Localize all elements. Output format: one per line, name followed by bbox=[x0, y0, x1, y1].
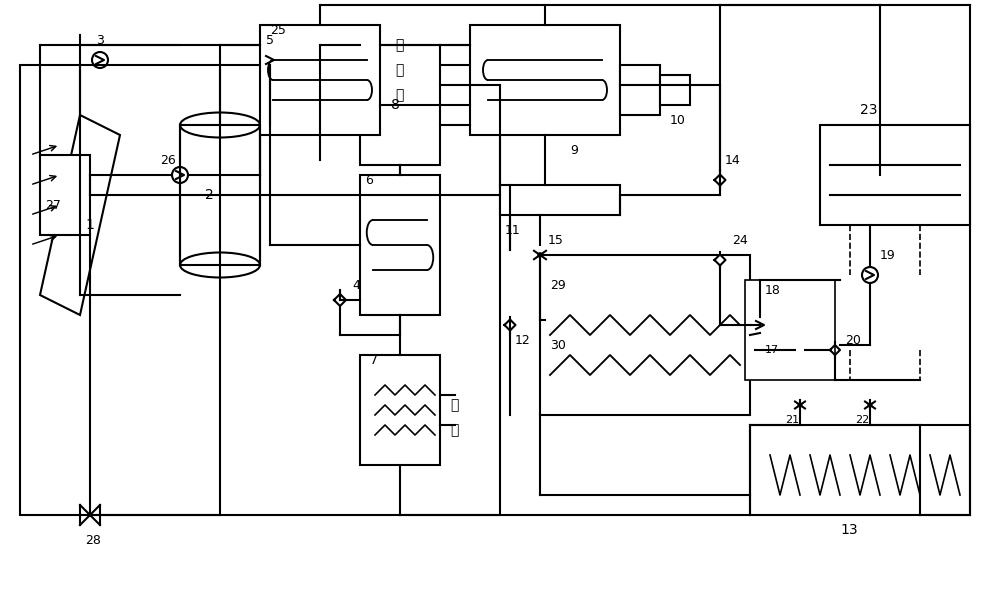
Text: 19: 19 bbox=[880, 249, 896, 261]
Text: 2: 2 bbox=[205, 188, 214, 202]
Text: 气: 气 bbox=[450, 423, 458, 437]
Bar bbox=[500, 185, 620, 215]
Text: 30: 30 bbox=[550, 339, 566, 352]
Text: 却: 却 bbox=[395, 63, 403, 77]
Text: 18: 18 bbox=[765, 283, 781, 296]
Bar bbox=[20, 65, 500, 515]
Text: 29: 29 bbox=[550, 278, 566, 292]
Bar bbox=[540, 255, 750, 415]
Text: 10: 10 bbox=[670, 114, 686, 127]
Text: 28: 28 bbox=[85, 534, 101, 546]
Text: 5: 5 bbox=[266, 33, 274, 46]
Text: 8: 8 bbox=[391, 98, 399, 112]
Bar bbox=[360, 355, 440, 465]
Bar bbox=[180, 125, 260, 265]
Bar bbox=[470, 25, 620, 135]
Text: 燃: 燃 bbox=[450, 398, 458, 412]
Bar bbox=[750, 425, 970, 515]
Bar bbox=[620, 65, 660, 115]
Bar bbox=[40, 155, 90, 235]
Bar bbox=[820, 125, 970, 225]
Text: 9: 9 bbox=[570, 143, 578, 156]
Text: 7: 7 bbox=[370, 353, 378, 367]
Text: 14: 14 bbox=[725, 154, 741, 167]
Bar bbox=[745, 280, 835, 380]
Text: 15: 15 bbox=[548, 233, 564, 246]
Text: 4: 4 bbox=[352, 278, 360, 292]
Text: 21: 21 bbox=[785, 415, 799, 425]
Text: 13: 13 bbox=[840, 523, 858, 537]
Text: 11: 11 bbox=[505, 224, 521, 236]
Text: 17: 17 bbox=[765, 345, 779, 355]
Text: 24: 24 bbox=[732, 233, 748, 246]
Text: 12: 12 bbox=[515, 334, 531, 346]
Text: 水: 水 bbox=[395, 88, 403, 102]
Bar bbox=[660, 75, 690, 105]
Bar bbox=[360, 175, 440, 315]
Text: 27: 27 bbox=[45, 199, 61, 211]
Text: 1: 1 bbox=[85, 218, 94, 232]
Text: 冷: 冷 bbox=[395, 38, 403, 52]
Text: 26: 26 bbox=[160, 154, 176, 167]
Text: 22: 22 bbox=[855, 415, 869, 425]
Text: 3: 3 bbox=[96, 33, 104, 46]
Text: 23: 23 bbox=[860, 103, 878, 117]
Text: 6: 6 bbox=[365, 174, 373, 186]
Text: 20: 20 bbox=[845, 334, 861, 346]
Text: 25: 25 bbox=[270, 23, 286, 36]
Bar bbox=[260, 25, 380, 135]
Bar bbox=[360, 45, 440, 165]
